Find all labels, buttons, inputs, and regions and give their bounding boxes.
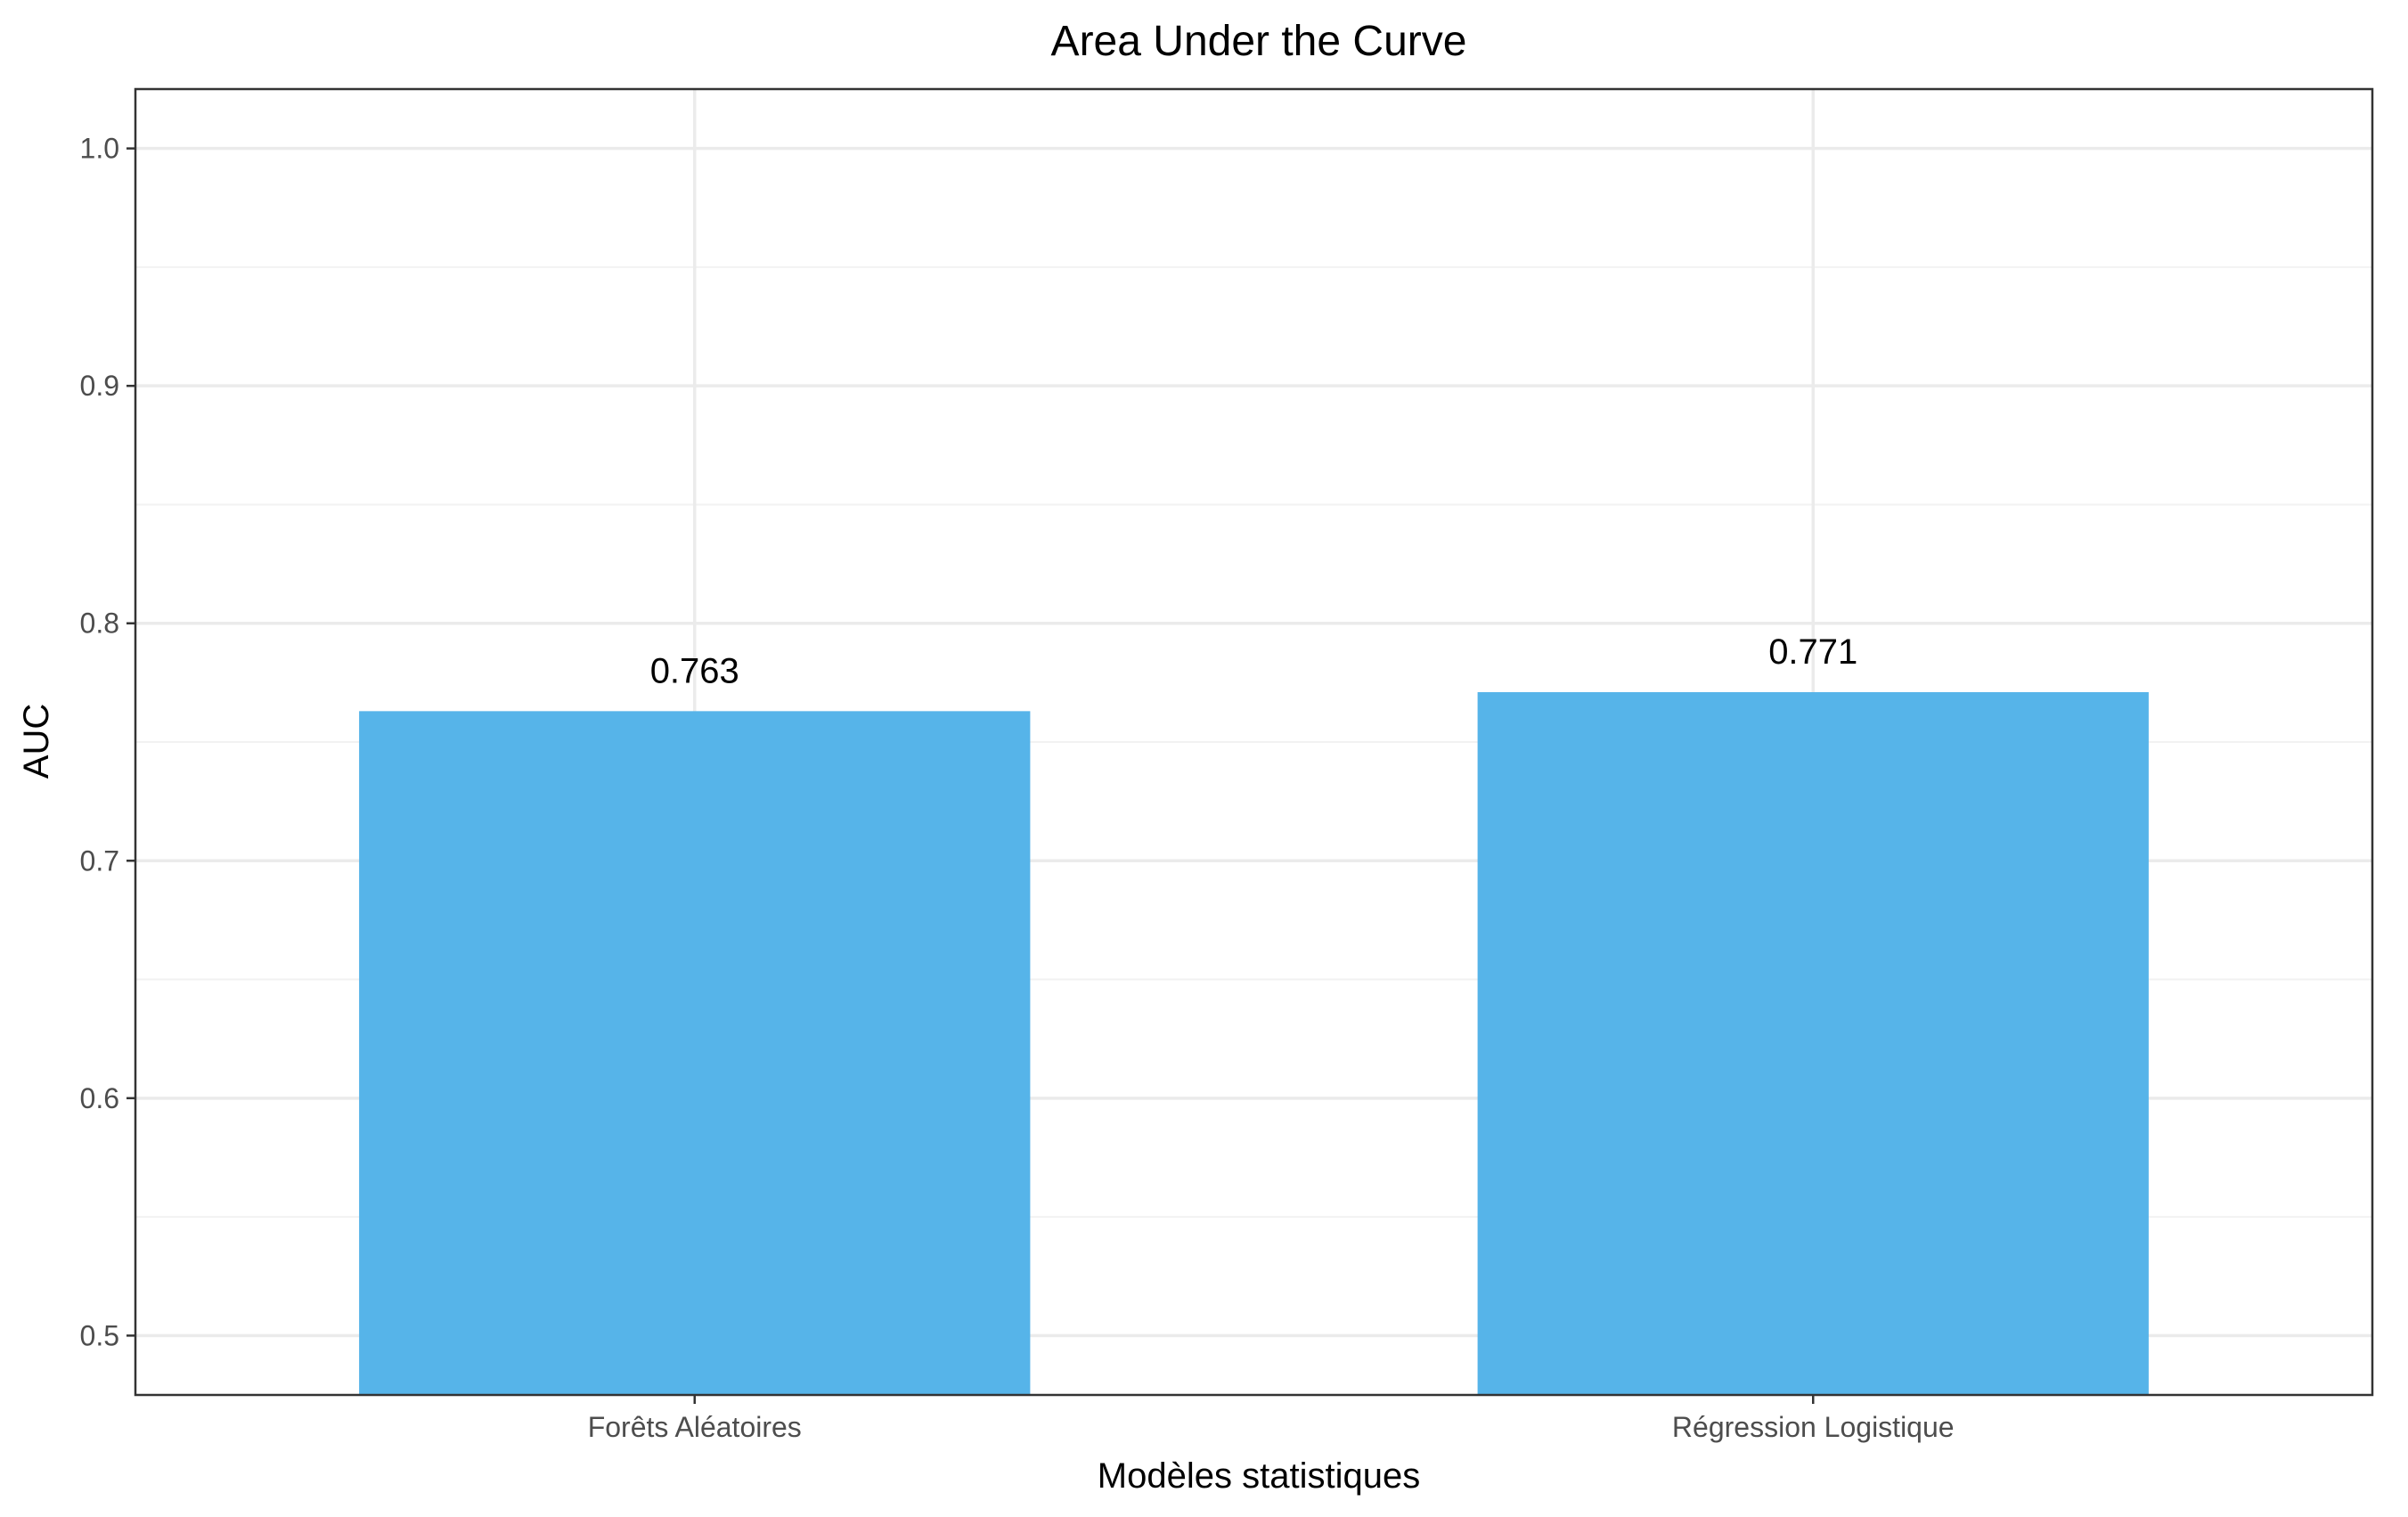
bar-value-label: 0.763 [650, 651, 739, 690]
plot-panel-border [134, 87, 2374, 1397]
chart-title: Area Under the Curve [1051, 18, 1467, 65]
y-tick-label: 0.6 [80, 1082, 119, 1114]
data-labels: 0.763 0.771 [650, 632, 1858, 690]
y-tick-label: 0.9 [80, 370, 119, 402]
x-axis-title: Modèles statistiques [1098, 1456, 1420, 1496]
y-tick-label: 0.7 [80, 844, 119, 877]
bar [1477, 692, 2149, 1395]
y-tick-label: 1.0 [80, 133, 119, 165]
x-axis: Forêts Aléatoires Régression Logistique [588, 1395, 1955, 1443]
y-axis-title: AUC [17, 704, 56, 779]
x-tick-label: Forêts Aléatoires [588, 1411, 802, 1443]
y-tick-label: 0.5 [80, 1319, 119, 1351]
bar-value-label: 0.771 [1768, 632, 1857, 672]
y-tick-label: 0.8 [80, 608, 119, 640]
y-axis: 0.5 0.6 0.7 0.8 0.9 1.0 [80, 133, 135, 1351]
bars [359, 692, 2149, 1395]
bar [359, 711, 1031, 1395]
x-tick-label: Régression Logistique [1672, 1411, 1955, 1443]
